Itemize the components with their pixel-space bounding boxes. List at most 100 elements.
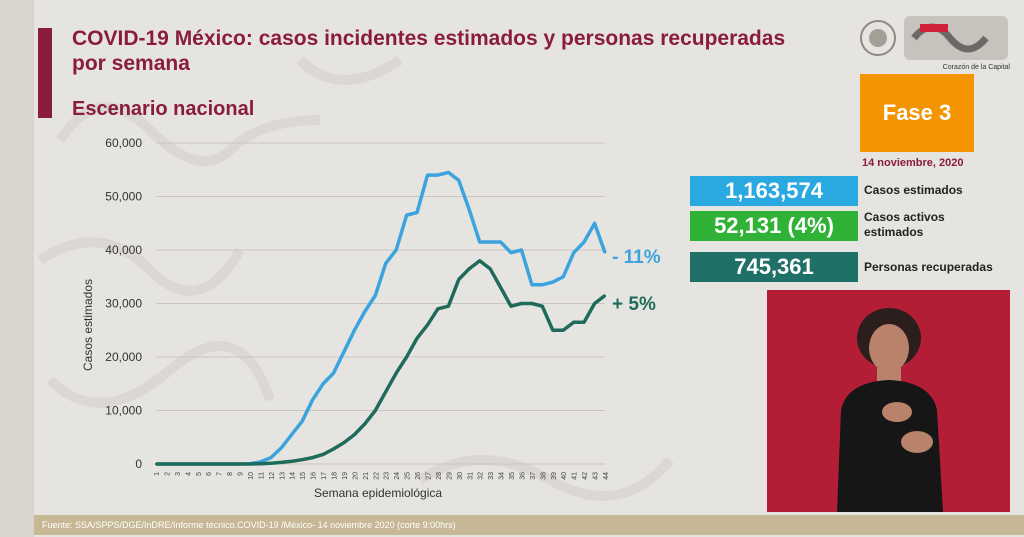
data-point xyxy=(562,275,565,278)
title-accent-bar xyxy=(38,28,52,118)
data-point xyxy=(468,267,471,270)
data-point xyxy=(541,305,544,308)
x-tick-label: 12 xyxy=(269,472,276,480)
data-point xyxy=(489,267,492,270)
source-footer: Fuente: SSA/SPPS/DGE/InDRE/Informe técni… xyxy=(34,515,1024,535)
x-tick-label: 30 xyxy=(457,472,464,480)
x-tick-label: 22 xyxy=(373,472,380,480)
y-tick-label: 50,000 xyxy=(105,190,142,204)
x-tick-label: 25 xyxy=(405,472,412,480)
sign-language-interpreter-panel xyxy=(767,290,1010,512)
x-tick-label: 2 xyxy=(164,472,171,476)
data-point xyxy=(489,240,492,243)
data-point xyxy=(248,463,251,465)
data-point xyxy=(551,329,554,332)
x-tick-label: 15 xyxy=(300,472,307,480)
data-point xyxy=(322,382,325,385)
data-point xyxy=(332,448,335,451)
data-point xyxy=(416,337,419,340)
data-point xyxy=(583,321,586,324)
data-point xyxy=(530,302,533,305)
cdmx-logo-icon xyxy=(904,16,1008,60)
x-tick-label: 26 xyxy=(415,472,422,480)
data-point xyxy=(269,462,272,465)
series-line-estimated-cases xyxy=(156,170,607,466)
x-tick-label: 9 xyxy=(238,472,245,476)
stat-value-estimated: 1,163,574 xyxy=(690,176,858,206)
series-change-blue: - 11% xyxy=(612,247,661,268)
x-tick-label: 38 xyxy=(540,472,547,480)
x-axis-ticks: 1 2 3 4 5 6 7 8 9 10 11 12 13 14 15 16 17 18 19 20 21 22 23 24 2… xyxy=(154,472,610,480)
data-point xyxy=(290,460,293,463)
government-logos xyxy=(860,16,1008,60)
data-point xyxy=(259,462,262,465)
x-tick-label: 34 xyxy=(499,472,506,480)
x-tick-label: 21 xyxy=(363,472,370,480)
data-point xyxy=(447,171,450,174)
x-tick-label: 27 xyxy=(425,472,432,480)
data-point xyxy=(520,249,523,251)
chart-series xyxy=(155,170,607,466)
data-point xyxy=(447,305,450,308)
x-tick-label: 16 xyxy=(311,472,318,480)
data-point xyxy=(301,458,304,461)
data-point xyxy=(572,251,575,254)
stat-value-recovered: 745,361 xyxy=(690,252,858,282)
data-point xyxy=(593,222,596,225)
x-tick-label: 23 xyxy=(384,472,391,480)
series-line-recovered xyxy=(156,258,607,466)
x-tick-label: 29 xyxy=(446,472,453,480)
data-point xyxy=(405,214,408,217)
interpreter-figure-icon xyxy=(837,308,943,512)
x-tick-label: 33 xyxy=(488,472,495,480)
x-tick-label: 35 xyxy=(509,472,516,480)
x-tick-label: 5 xyxy=(196,472,203,476)
data-point xyxy=(499,286,502,289)
data-point xyxy=(510,305,513,308)
y-tick-label: 30,000 xyxy=(105,297,142,311)
data-point xyxy=(520,302,523,305)
data-point xyxy=(551,281,554,284)
data-point xyxy=(457,179,460,182)
y-tick-label: 10,000 xyxy=(105,404,142,418)
data-point xyxy=(280,461,283,464)
data-point xyxy=(322,453,325,456)
data-point xyxy=(416,211,419,214)
x-tick-label: 17 xyxy=(321,472,328,480)
data-point xyxy=(405,356,408,358)
x-tick-label: 40 xyxy=(561,472,568,480)
data-point xyxy=(457,278,460,281)
x-tick-label: 19 xyxy=(342,472,349,480)
data-point xyxy=(562,329,565,332)
data-point xyxy=(604,251,606,254)
data-point xyxy=(572,321,575,324)
data-point xyxy=(342,350,345,353)
data-point xyxy=(530,283,533,286)
report-date: 14 noviembre, 2020 xyxy=(862,157,964,169)
x-tick-label: 37 xyxy=(530,472,537,480)
data-point xyxy=(593,302,596,305)
y-axis-ticks: 0 10,000 20,000 30,000 40,000 50,000 60,000 xyxy=(105,136,142,471)
data-point xyxy=(363,310,366,313)
x-tick-label: 28 xyxy=(436,472,443,480)
stat-label-estimated: Casos estimados xyxy=(864,183,963,197)
stat-label-recovered: Personas recuperadas xyxy=(864,260,993,274)
data-point xyxy=(363,422,366,425)
data-point xyxy=(384,390,387,393)
x-tick-label: 24 xyxy=(394,472,401,480)
y-tick-label: 40,000 xyxy=(105,243,142,257)
data-point xyxy=(510,251,513,254)
x-tick-label: 43 xyxy=(593,472,600,480)
data-point xyxy=(165,463,168,465)
data-point xyxy=(478,240,481,243)
x-tick-label: 42 xyxy=(582,472,589,480)
y-tick-label: 0 xyxy=(135,457,142,471)
data-point xyxy=(155,463,157,465)
stat-label-active: Casos activos estimados xyxy=(864,210,945,239)
page-subtitle: Escenario nacional xyxy=(72,98,255,120)
x-tick-label: 8 xyxy=(227,472,234,476)
x-tick-label: 32 xyxy=(478,472,485,480)
x-tick-label: 31 xyxy=(467,472,474,480)
page-title: COVID-19 México: casos incidentes estima… xyxy=(72,27,786,75)
data-point xyxy=(499,240,502,243)
